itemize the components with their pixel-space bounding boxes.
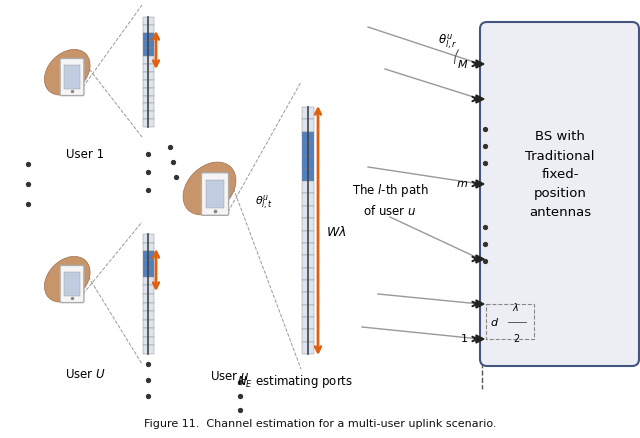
Bar	[302, 280, 314, 293]
Bar	[143, 65, 154, 73]
Bar	[143, 311, 154, 320]
Bar	[302, 132, 314, 145]
FancyBboxPatch shape	[60, 266, 84, 303]
Bar	[143, 81, 154, 88]
Bar	[143, 243, 154, 251]
Bar	[143, 286, 154, 294]
Bar	[143, 320, 154, 328]
Bar	[143, 42, 154, 49]
Text: User $U$: User $U$	[65, 367, 106, 380]
Text: $m$: $m$	[456, 179, 468, 189]
Bar	[143, 328, 154, 337]
Bar	[302, 170, 314, 182]
Text: 2: 2	[513, 333, 519, 343]
Text: 1: 1	[461, 333, 468, 343]
Bar	[302, 317, 314, 329]
Bar	[143, 268, 154, 277]
Ellipse shape	[44, 257, 90, 302]
Bar	[143, 104, 154, 112]
Bar	[302, 342, 314, 354]
Bar	[143, 96, 154, 104]
Text: $M$: $M$	[457, 58, 468, 70]
Bar	[143, 294, 154, 303]
Bar	[143, 18, 154, 26]
Text: User $u$: User $u$	[211, 369, 250, 382]
Bar	[143, 234, 154, 243]
Bar	[65, 66, 79, 90]
Bar	[302, 305, 314, 317]
Text: $N_E$ estimating ports: $N_E$ estimating ports	[237, 372, 353, 389]
Bar	[302, 293, 314, 305]
Bar	[302, 219, 314, 231]
Ellipse shape	[44, 50, 90, 96]
FancyBboxPatch shape	[480, 23, 639, 366]
Bar	[302, 120, 314, 132]
Text: BS with
Traditional
fixed-
position
antennas: BS with Traditional fixed- position ante…	[525, 130, 595, 219]
Bar	[302, 243, 314, 256]
Bar	[206, 180, 224, 209]
Polygon shape	[476, 335, 484, 343]
Bar	[143, 277, 154, 286]
Text: $\lambda$: $\lambda$	[513, 300, 520, 312]
Bar	[143, 303, 154, 311]
Ellipse shape	[183, 162, 236, 215]
Bar	[143, 112, 154, 120]
Text: $\theta_{l,t}^u$: $\theta_{l,t}^u$	[255, 194, 273, 212]
Bar	[302, 145, 314, 157]
Text: The $l$-th path
of user $u$: The $l$-th path of user $u$	[351, 181, 428, 218]
Bar	[143, 49, 154, 57]
Bar	[302, 157, 314, 170]
Bar	[143, 120, 154, 128]
FancyBboxPatch shape	[202, 173, 228, 216]
Bar	[143, 346, 154, 354]
Bar	[143, 73, 154, 81]
Bar	[143, 251, 154, 260]
Polygon shape	[476, 180, 484, 189]
Bar	[302, 231, 314, 243]
Bar	[143, 57, 154, 65]
Bar	[302, 108, 314, 120]
Bar	[143, 34, 154, 42]
Polygon shape	[476, 96, 484, 104]
Bar	[302, 194, 314, 206]
Bar	[65, 272, 79, 297]
Polygon shape	[476, 61, 484, 69]
Bar	[143, 88, 154, 96]
Bar	[302, 206, 314, 219]
Text: User 1: User 1	[66, 148, 104, 161]
Text: Figure 11.  Channel estimation for a multi-user uplink scenario.: Figure 11. Channel estimation for a mult…	[144, 418, 496, 428]
Bar	[302, 256, 314, 268]
Text: $d$: $d$	[490, 316, 499, 328]
Polygon shape	[476, 300, 484, 308]
Bar	[302, 329, 314, 342]
FancyBboxPatch shape	[60, 59, 84, 96]
Bar	[143, 26, 154, 34]
Text: $W\lambda$: $W\lambda$	[326, 224, 346, 238]
Polygon shape	[476, 255, 484, 263]
Bar	[302, 268, 314, 280]
Text: $\theta_{l,r}^u$: $\theta_{l,r}^u$	[438, 32, 458, 51]
Bar	[143, 337, 154, 346]
Bar	[143, 260, 154, 268]
Bar	[302, 182, 314, 194]
